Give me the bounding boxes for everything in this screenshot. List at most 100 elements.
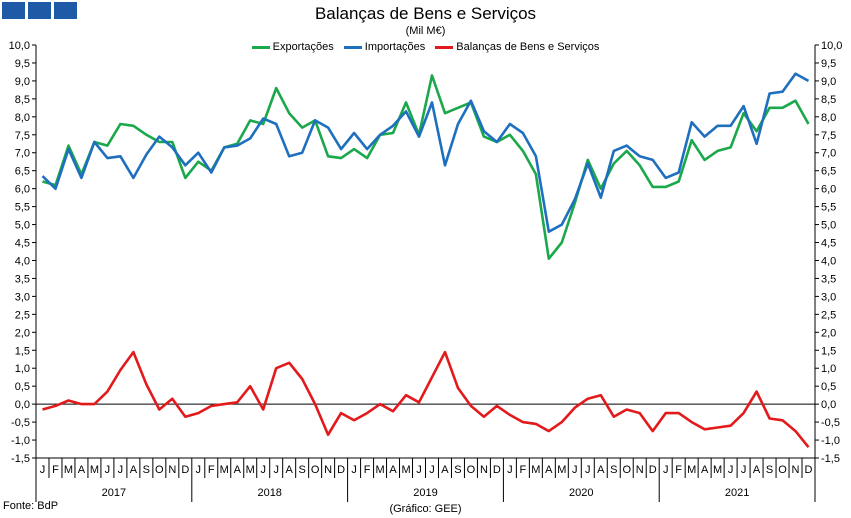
y-tick-label-right: 6,5 bbox=[821, 166, 836, 178]
x-month-label: J bbox=[40, 464, 46, 476]
x-month-label: O bbox=[155, 464, 164, 476]
y-tick-label-right: 0,0 bbox=[821, 399, 836, 411]
x-month-label: M bbox=[687, 464, 696, 476]
x-month-label: N bbox=[636, 464, 644, 476]
logo-box bbox=[54, 2, 77, 19]
y-tick-label-left: 0,5 bbox=[15, 381, 30, 393]
y-tick-label-left: 2,5 bbox=[15, 309, 30, 321]
y-tick-label-right: 8,0 bbox=[821, 112, 836, 124]
y-tick-label-left: 4,5 bbox=[15, 238, 30, 250]
x-month-label: M bbox=[90, 464, 99, 476]
y-tick-label-left: 0,0 bbox=[15, 399, 30, 411]
logo-box bbox=[28, 2, 51, 19]
x-month-label: N bbox=[168, 464, 176, 476]
y-tick-label-right: 8,5 bbox=[821, 94, 836, 106]
x-year-label: 2021 bbox=[725, 487, 749, 499]
x-month-label: J bbox=[196, 464, 202, 476]
x-month-label: F bbox=[675, 464, 682, 476]
y-tick-label-left: 1,0 bbox=[15, 363, 30, 375]
x-month-label: S bbox=[143, 464, 150, 476]
x-month-label: A bbox=[701, 464, 709, 476]
y-tick-label-left: 2,0 bbox=[15, 327, 30, 339]
y-tick-label-left: 5,0 bbox=[15, 220, 30, 232]
x-month-label: A bbox=[234, 464, 242, 476]
x-month-label: D bbox=[493, 464, 501, 476]
x-month-label: O bbox=[311, 464, 320, 476]
x-month-label: D bbox=[337, 464, 345, 476]
x-month-label: M bbox=[557, 464, 566, 476]
x-month-label: J bbox=[728, 464, 734, 476]
logo bbox=[2, 2, 77, 19]
x-month-label: M bbox=[64, 464, 73, 476]
x-month-label: J bbox=[741, 464, 747, 476]
y-tick-label-right: 10,0 bbox=[821, 40, 842, 52]
legend-swatch-balance bbox=[435, 45, 454, 49]
x-month-label: A bbox=[78, 464, 86, 476]
y-tick-label-left: 3,0 bbox=[15, 291, 30, 303]
series-line-imports bbox=[41, 72, 810, 233]
y-tick-label-left: 8,5 bbox=[15, 94, 30, 106]
x-month-label: N bbox=[480, 464, 488, 476]
x-month-label: M bbox=[246, 464, 255, 476]
y-tick-label-right: -1,5 bbox=[821, 453, 840, 465]
y-tick-label-left: 9,5 bbox=[15, 58, 30, 70]
y-tick-label-left: -1,0 bbox=[11, 435, 30, 447]
y-tick-label-left: 7,0 bbox=[15, 148, 30, 160]
x-month-label: S bbox=[610, 464, 617, 476]
x-month-label: J bbox=[416, 464, 422, 476]
chart-subtitle: (Mil M€) bbox=[405, 25, 446, 37]
y-tick-label-right: 9,0 bbox=[821, 76, 836, 88]
series-line-exports bbox=[42, 74, 810, 261]
y-tick-label-left: 7,5 bbox=[15, 130, 30, 142]
y-tick-label-left: 4,0 bbox=[15, 255, 30, 267]
x-month-label: M bbox=[713, 464, 722, 476]
x-month-label: M bbox=[531, 464, 540, 476]
y-tick-label-right: 5,5 bbox=[821, 202, 836, 214]
legend-item-imports: Importações bbox=[343, 41, 425, 53]
x-year-label: 2019 bbox=[413, 487, 437, 499]
y-tick-label-right: 1,0 bbox=[821, 363, 836, 375]
y-tick-label-right: 5,0 bbox=[821, 220, 836, 232]
x-month-label: J bbox=[507, 464, 513, 476]
y-tick-label-right: 2,5 bbox=[821, 309, 836, 321]
x-month-label: F bbox=[520, 464, 527, 476]
x-month-label: F bbox=[52, 464, 59, 476]
chart-title: Balanças de Bens e Serviços bbox=[314, 4, 537, 23]
x-month-label: D bbox=[181, 464, 189, 476]
x-month-label: S bbox=[454, 464, 461, 476]
y-tick-label-right: 4,0 bbox=[821, 255, 836, 267]
y-tick-label-left: 9,0 bbox=[15, 76, 30, 88]
y-tick-label-left: 6,0 bbox=[15, 184, 30, 196]
x-month-label: O bbox=[778, 464, 787, 476]
x-month-label: J bbox=[429, 464, 435, 476]
series-line-balance bbox=[42, 350, 810, 449]
y-tick-label-right: 9,5 bbox=[821, 58, 836, 70]
x-year-label: 2018 bbox=[257, 487, 281, 499]
legend-swatch-imports bbox=[343, 45, 362, 49]
y-tick-label-left: -1,5 bbox=[11, 453, 30, 465]
x-month-label: S bbox=[298, 464, 305, 476]
x-month-label: D bbox=[805, 464, 813, 476]
x-month-label: S bbox=[766, 464, 773, 476]
y-tick-label-left: 1,5 bbox=[15, 345, 30, 357]
x-month-label: A bbox=[286, 464, 294, 476]
x-month-label: M bbox=[375, 464, 384, 476]
x-month-label: J bbox=[585, 464, 591, 476]
logo-box bbox=[2, 2, 25, 19]
y-tick-label-right: 3,5 bbox=[821, 273, 836, 285]
y-tick-label-right: 0,5 bbox=[821, 381, 836, 393]
legend-swatch-exports bbox=[251, 45, 270, 49]
y-tick-label-left: 10,0 bbox=[9, 40, 30, 52]
x-month-label: N bbox=[792, 464, 800, 476]
y-tick-label-left: -0,5 bbox=[11, 417, 30, 429]
legend: Exportações Importações Balanças de Bens… bbox=[0, 41, 851, 53]
y-tick-label-right: 4,5 bbox=[821, 238, 836, 250]
x-year-label: 2017 bbox=[102, 487, 126, 499]
x-month-label: F bbox=[208, 464, 215, 476]
x-month-label: D bbox=[649, 464, 657, 476]
y-tick-label-left: 5,5 bbox=[15, 202, 30, 214]
x-month-label: M bbox=[401, 464, 410, 476]
x-month-label: A bbox=[545, 464, 553, 476]
y-tick-label-right: 3,0 bbox=[821, 291, 836, 303]
